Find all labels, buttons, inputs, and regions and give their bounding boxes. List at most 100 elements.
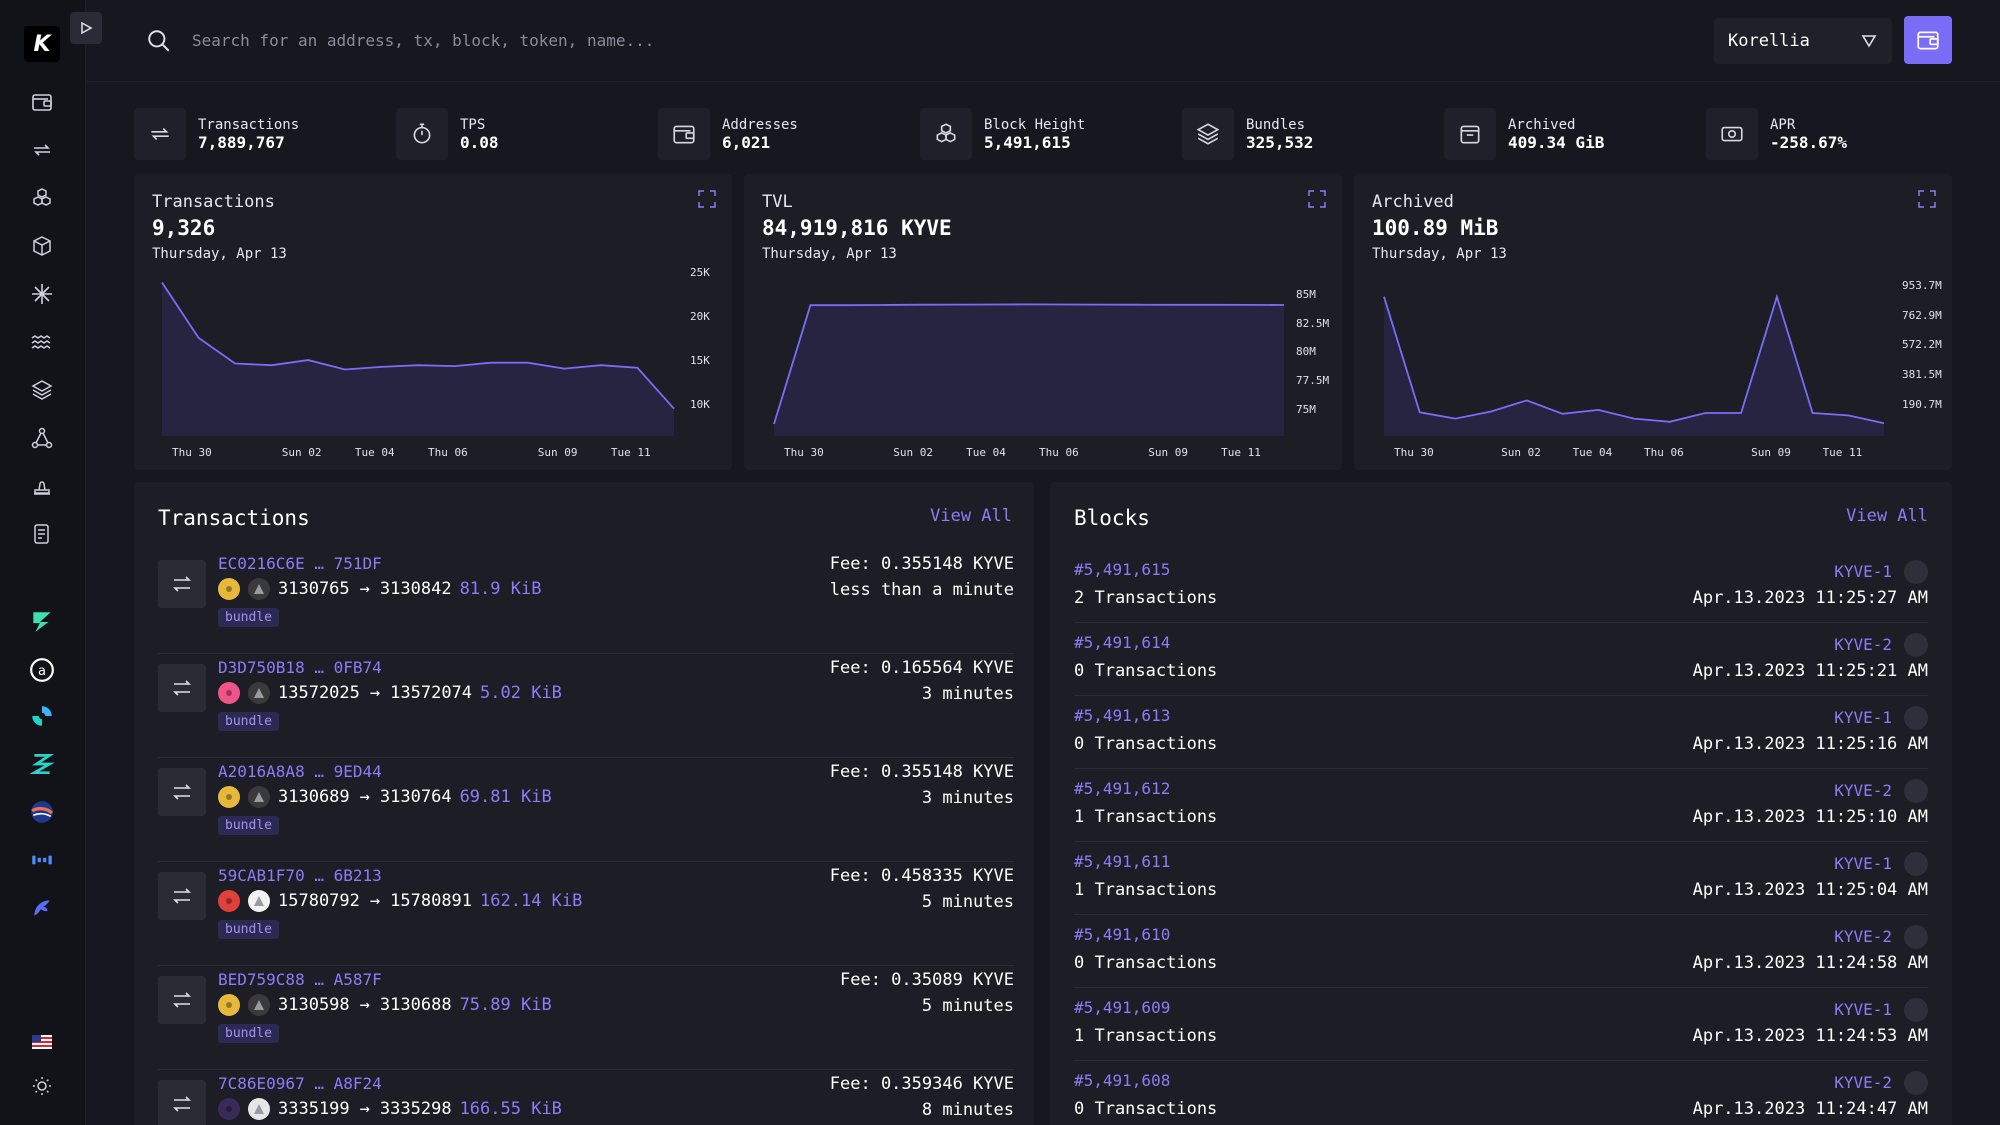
bundle-badge: bundle bbox=[218, 712, 279, 731]
swap-arrows-icon bbox=[173, 784, 191, 800]
x-tick-label: Thu 06 bbox=[428, 446, 468, 459]
transaction-hash-link[interactable]: A2016A8A8 … 9ED44 bbox=[218, 762, 382, 781]
transactions-view-all-link[interactable]: View All bbox=[930, 506, 1012, 526]
transaction-hash-link[interactable]: 59CAB1F70 … 6B213 bbox=[218, 866, 382, 885]
language-flag[interactable] bbox=[28, 1028, 56, 1056]
bundle-size: 69.81 KiB bbox=[459, 787, 552, 807]
block-number-link[interactable]: #5,491,613 bbox=[1074, 706, 1171, 725]
swap-arrows-icon bbox=[173, 888, 191, 904]
block-row[interactable]: #5,491,609 1 Transactions KYVE-1 Apr.13.… bbox=[1074, 988, 1928, 1061]
height-from: 15780792 bbox=[278, 891, 360, 911]
block-validator-link[interactable]: KYVE-1 bbox=[1834, 708, 1892, 727]
transaction-row[interactable]: EC0216C6E … 751DF 3130765 → 3130842 81.9… bbox=[158, 550, 1014, 654]
transaction-row[interactable]: BED759C88 … A587F 3130598 → 3130688 75.8… bbox=[158, 966, 1014, 1070]
transaction-row[interactable]: 7C86E0967 … A8F24 3335199 → 3335298 166.… bbox=[158, 1070, 1014, 1125]
expand-icon[interactable] bbox=[698, 190, 716, 208]
swap-arrows-icon bbox=[173, 576, 191, 592]
chain-swirl[interactable] bbox=[28, 894, 56, 922]
block-validator-link[interactable]: KYVE-1 bbox=[1834, 1000, 1892, 1019]
block-row[interactable]: #5,491,611 1 Transactions KYVE-1 Apr.13.… bbox=[1074, 842, 1928, 915]
bridge-icon bbox=[32, 855, 52, 865]
x-tick-label: Thu 30 bbox=[172, 446, 212, 459]
block-row[interactable]: #5,491,614 0 Transactions KYVE-2 Apr.13.… bbox=[1074, 623, 1928, 696]
chain-terra[interactable] bbox=[28, 798, 56, 826]
transaction-row[interactable]: A2016A8A8 … 9ED44 3130689 → 3130764 69.8… bbox=[158, 758, 1014, 862]
x-tick-label: Thu 06 bbox=[1644, 446, 1684, 459]
transaction-hash-link[interactable]: D3D750B18 … 0FB74 bbox=[218, 658, 382, 677]
sidebar-item-transactions[interactable] bbox=[28, 136, 56, 164]
sidebar-item-network[interactable] bbox=[28, 424, 56, 452]
chain-osmosis[interactable] bbox=[28, 702, 56, 730]
search-input[interactable] bbox=[192, 20, 1092, 60]
chain-kyve[interactable] bbox=[28, 608, 56, 636]
theme-toggle[interactable] bbox=[28, 1072, 56, 1100]
block-row[interactable]: #5,491,608 0 Transactions KYVE-2 Apr.13.… bbox=[1074, 1061, 1928, 1125]
block-validator-link[interactable]: KYVE-2 bbox=[1834, 635, 1892, 654]
swap-arrows-icon bbox=[173, 680, 191, 696]
block-row[interactable]: #5,491,613 0 Transactions KYVE-1 Apr.13.… bbox=[1074, 696, 1928, 769]
chain-avatar-icon bbox=[218, 786, 240, 808]
block-row[interactable]: #5,491,610 0 Transactions KYVE-2 Apr.13.… bbox=[1074, 915, 1928, 988]
x-tick-label: Sun 02 bbox=[893, 446, 933, 459]
block-number-link[interactable]: #5,491,609 bbox=[1074, 998, 1171, 1017]
connect-wallet-button[interactable] bbox=[1904, 16, 1952, 64]
block-validator-link[interactable]: KYVE-2 bbox=[1834, 781, 1892, 800]
chain-arweave[interactable]: a bbox=[28, 656, 56, 684]
kyve-icon bbox=[33, 612, 51, 632]
chart-date: Thursday, Apr 13 bbox=[1372, 246, 1507, 262]
block-validator-link[interactable]: KYVE-1 bbox=[1834, 854, 1892, 873]
transaction-hash-link[interactable]: EC0216C6E … 751DF bbox=[218, 554, 382, 573]
block-validator-link[interactable]: KYVE-2 bbox=[1834, 927, 1892, 946]
x-tick-label: Tue 11 bbox=[611, 446, 651, 459]
transaction-hash-link[interactable]: 7C86E0967 … A8F24 bbox=[218, 1074, 382, 1093]
block-tx-count: 0 Transactions bbox=[1074, 1099, 1218, 1119]
height-to: 13572074 bbox=[390, 683, 473, 703]
sidebar-item-bundles[interactable] bbox=[28, 376, 56, 404]
validator-avatar bbox=[1904, 633, 1928, 657]
block-number-link[interactable]: #5,491,612 bbox=[1074, 779, 1171, 798]
blocks-view-all-link[interactable]: View All bbox=[1846, 506, 1928, 526]
block-number-link[interactable]: #5,491,614 bbox=[1074, 633, 1171, 652]
block-number-link[interactable]: #5,491,615 bbox=[1074, 560, 1171, 579]
block-row[interactable]: #5,491,612 1 Transactions KYVE-2 Apr.13.… bbox=[1074, 769, 1928, 842]
y-tick-label: 80M bbox=[1296, 345, 1316, 358]
sidebar-item-pools[interactable] bbox=[28, 232, 56, 260]
y-tick-label: 82.5M bbox=[1296, 317, 1329, 330]
y-tick-label: 75M bbox=[1296, 403, 1316, 416]
block-row[interactable]: #5,491,615 2 Transactions KYVE-1 Apr.13.… bbox=[1074, 550, 1928, 623]
expand-icon[interactable] bbox=[1308, 190, 1326, 208]
logo[interactable]: K bbox=[24, 26, 60, 62]
block-validator-link[interactable]: KYVE-2 bbox=[1834, 1073, 1892, 1092]
sidebar-item-validators[interactable] bbox=[28, 280, 56, 308]
block-tx-count: 0 Transactions bbox=[1074, 734, 1218, 754]
transaction-row[interactable]: 59CAB1F70 … 6B213 15780792 → 15780891 16… bbox=[158, 862, 1014, 966]
svg-text:a: a bbox=[38, 664, 46, 679]
block-timestamp: Apr.13.2023 11:25:10 AM bbox=[1692, 807, 1928, 827]
expand-icon[interactable] bbox=[1918, 190, 1936, 208]
transaction-row[interactable]: D3D750B18 … 0FB74 13572025 → 13572074 5.… bbox=[158, 654, 1014, 758]
block-validator-link[interactable]: KYVE-1 bbox=[1834, 562, 1892, 581]
swap-arrows-icon bbox=[173, 1096, 191, 1112]
block-number-link[interactable]: #5,491,608 bbox=[1074, 1071, 1171, 1090]
sidebar-item-governance[interactable] bbox=[28, 472, 56, 500]
sidebar-item-stream[interactable] bbox=[28, 328, 56, 356]
transaction-hash-link[interactable]: BED759C88 … A587F bbox=[218, 970, 382, 989]
x-tick-label: Tue 04 bbox=[1573, 446, 1613, 459]
chain-zeta[interactable] bbox=[28, 750, 56, 778]
chain-bridge[interactable] bbox=[28, 846, 56, 874]
network-select[interactable]: Korellia bbox=[1714, 18, 1892, 64]
sidebar-item-blocks[interactable] bbox=[28, 184, 56, 212]
chain-avatar-icon bbox=[218, 994, 240, 1016]
transaction-time: 3 minutes bbox=[921, 684, 1014, 704]
arrow-right-icon: → bbox=[369, 891, 381, 911]
block-number-link[interactable]: #5,491,610 bbox=[1074, 925, 1171, 944]
chain-avatar-icon bbox=[218, 578, 240, 600]
sidebar-item-wallet[interactable] bbox=[28, 88, 56, 116]
stat-icon-box bbox=[1444, 108, 1496, 160]
block-number-link[interactable]: #5,491,611 bbox=[1074, 852, 1171, 871]
sidebar-toggle-button[interactable] bbox=[70, 12, 102, 44]
sidebar-item-docs[interactable] bbox=[28, 520, 56, 548]
chart-plot: 85M 82.5M 80M 77.5M 75M Thu 30 Sun 02 Tue 04 Thu… bbox=[773, 288, 1329, 459]
stat-value: 0.08 bbox=[460, 133, 499, 152]
block-timestamp: Apr.13.2023 11:25:27 AM bbox=[1692, 588, 1928, 608]
